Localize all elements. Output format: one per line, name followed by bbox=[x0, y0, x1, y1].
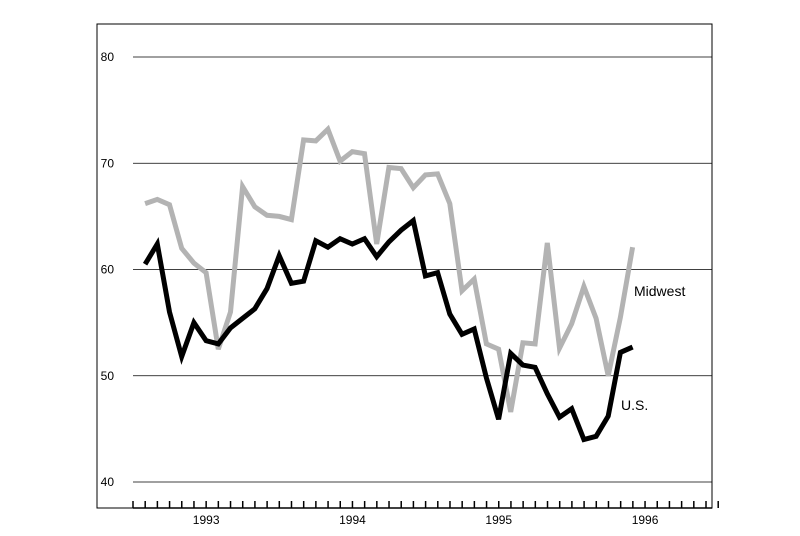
plot-frame bbox=[96, 23, 713, 509]
series-label-us: U.S. bbox=[621, 397, 648, 413]
series-labels: Midwest U.S. bbox=[621, 283, 685, 413]
y-tick-label: 50 bbox=[101, 369, 115, 383]
y-axis-ticks: 40 50 60 70 80 bbox=[101, 50, 115, 489]
y-tick-label: 80 bbox=[101, 50, 115, 64]
y-tick-label: 70 bbox=[101, 156, 115, 170]
x-tick-label: 1993 bbox=[193, 513, 220, 527]
series-line-u-s bbox=[142, 216, 634, 443]
series-line-midwest bbox=[144, 124, 636, 413]
series-lines bbox=[142, 124, 636, 443]
x-tick-label: 1996 bbox=[632, 513, 659, 527]
series-label-midwest: Midwest bbox=[634, 283, 685, 299]
x-axis: 1993 1994 1995 1996 bbox=[132, 501, 719, 527]
y-tick-label: 60 bbox=[101, 263, 115, 277]
x-tick-label: 1994 bbox=[339, 513, 366, 527]
y-tick-label: 40 bbox=[101, 475, 115, 489]
x-tick-label: 1995 bbox=[485, 513, 512, 527]
